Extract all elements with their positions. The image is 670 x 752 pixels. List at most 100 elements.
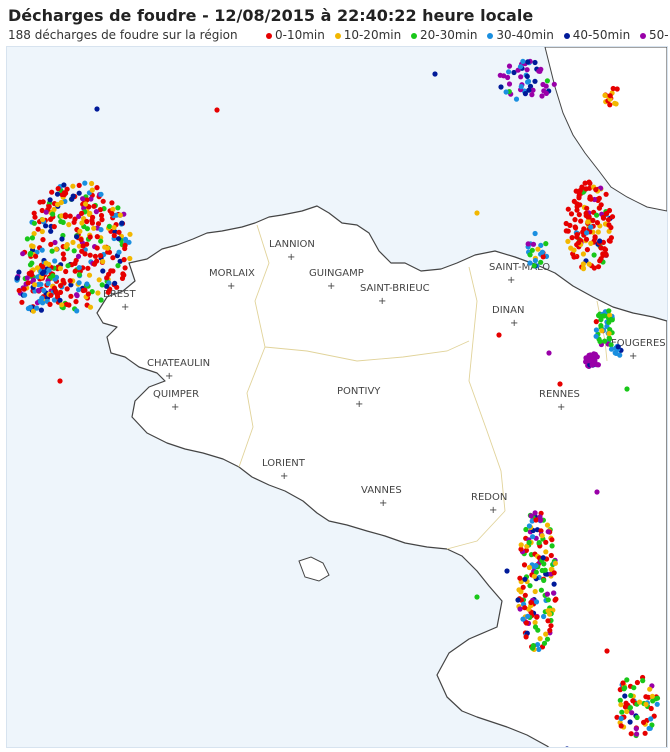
strike-dot bbox=[520, 58, 526, 64]
strike-dot bbox=[94, 185, 100, 191]
strike-dot bbox=[586, 261, 592, 267]
strike-dot bbox=[522, 91, 529, 97]
strike-dot bbox=[60, 277, 66, 283]
strike-dot bbox=[539, 93, 545, 99]
strike-dot bbox=[622, 693, 628, 699]
strike-dot bbox=[76, 280, 82, 286]
strike-dot bbox=[51, 224, 57, 230]
strike-dot bbox=[608, 316, 614, 323]
strike-dot bbox=[99, 282, 105, 288]
strike-dot bbox=[95, 290, 101, 296]
strike-dot bbox=[16, 287, 22, 294]
strike-dot bbox=[122, 242, 128, 248]
strike-dot bbox=[64, 186, 70, 192]
strike-dot bbox=[529, 247, 535, 253]
strike-dot bbox=[553, 596, 559, 602]
strike-dot bbox=[31, 210, 37, 216]
strike-dot bbox=[76, 265, 82, 271]
strike-dot bbox=[532, 588, 538, 595]
strike-dot bbox=[543, 539, 549, 545]
strike-dot bbox=[595, 264, 602, 270]
strike-dot bbox=[518, 74, 524, 80]
strike-dot bbox=[543, 83, 549, 89]
strike-dot bbox=[531, 573, 538, 579]
strike-dot bbox=[474, 210, 480, 216]
strike-dot bbox=[532, 510, 538, 516]
strike-dot bbox=[91, 203, 97, 209]
strike-dot bbox=[94, 234, 100, 240]
strike-dot bbox=[20, 251, 26, 257]
strike-dot bbox=[74, 292, 80, 298]
strike-dot bbox=[608, 235, 615, 241]
strike-dot bbox=[527, 252, 533, 258]
strike-dot bbox=[68, 282, 74, 288]
strike-dot bbox=[76, 243, 82, 249]
strike-dot bbox=[536, 646, 542, 653]
strike-dot bbox=[522, 576, 528, 582]
strike-dot bbox=[530, 241, 537, 247]
strike-dot bbox=[35, 287, 42, 293]
strike-dot bbox=[532, 257, 539, 264]
strike-dot bbox=[532, 619, 538, 626]
strike-dot bbox=[551, 81, 557, 87]
legend-dot-50-60 bbox=[640, 32, 647, 39]
strike-dot bbox=[496, 332, 502, 338]
legend-dot-30-40 bbox=[487, 32, 494, 39]
strike-dot bbox=[76, 287, 82, 293]
strike-dot bbox=[580, 229, 586, 235]
strike-dot bbox=[607, 93, 613, 99]
strike-dot bbox=[607, 312, 613, 318]
strike-dot bbox=[541, 640, 548, 646]
city-label-vannes: VANNES bbox=[361, 485, 402, 496]
strike-dot bbox=[573, 225, 579, 231]
strike-dot bbox=[69, 196, 75, 202]
strike-dot bbox=[548, 566, 554, 573]
strike-dot bbox=[113, 212, 120, 218]
strike-dot bbox=[21, 286, 27, 292]
strike-dot bbox=[596, 195, 602, 201]
strike-dot bbox=[505, 74, 511, 81]
legend-dot-10-20 bbox=[334, 32, 341, 39]
strike-dot bbox=[76, 190, 82, 196]
strike-dot bbox=[528, 513, 534, 519]
strike-dot bbox=[538, 259, 544, 265]
strike-dot bbox=[606, 222, 612, 228]
strike-dot bbox=[582, 180, 588, 186]
lightning-map[interactable]: LANNION + MORLAIX + GUINGAMP + SAINT-BRIEUC + BR… bbox=[6, 46, 668, 748]
city-marker: + bbox=[355, 399, 363, 410]
strike-dot bbox=[628, 692, 634, 699]
strike-dot bbox=[530, 643, 537, 649]
strike-dot bbox=[551, 570, 557, 576]
strike-dot bbox=[640, 678, 646, 684]
strike-layer bbox=[14, 58, 661, 747]
strike-dot bbox=[593, 187, 599, 193]
city-label-dinan: DINAN bbox=[492, 305, 524, 316]
legend-label-50-60: 50-1 bbox=[649, 28, 670, 42]
strike-dot bbox=[538, 517, 544, 523]
strike-dot bbox=[567, 222, 573, 228]
strike-dot bbox=[100, 258, 106, 265]
strike-dot bbox=[57, 297, 63, 303]
strike-dot bbox=[624, 677, 630, 683]
strike-dot bbox=[568, 211, 575, 217]
strike-dot bbox=[71, 248, 77, 254]
strike-dot bbox=[112, 280, 118, 286]
strike-dot bbox=[622, 704, 629, 710]
strike-dot bbox=[538, 587, 545, 593]
strike-dot bbox=[86, 272, 93, 278]
strike-dot bbox=[533, 562, 539, 569]
strike-dot bbox=[82, 180, 88, 186]
strike-dot bbox=[57, 265, 64, 271]
city-label-rennes: RENNES bbox=[539, 389, 580, 400]
strike-dot bbox=[82, 251, 88, 257]
legend-item-10-20: 10-20min bbox=[334, 28, 401, 42]
strike-dot bbox=[588, 224, 594, 230]
strike-dot bbox=[583, 210, 589, 216]
legend-dot-40-50 bbox=[563, 32, 570, 39]
strike-dot bbox=[522, 592, 528, 598]
strike-dot bbox=[66, 302, 72, 308]
city-label-chateaulin: CHATEAULIN bbox=[147, 358, 210, 369]
city-marker: + bbox=[629, 351, 637, 362]
strike-dot bbox=[503, 89, 509, 95]
strike-dot bbox=[61, 182, 67, 188]
